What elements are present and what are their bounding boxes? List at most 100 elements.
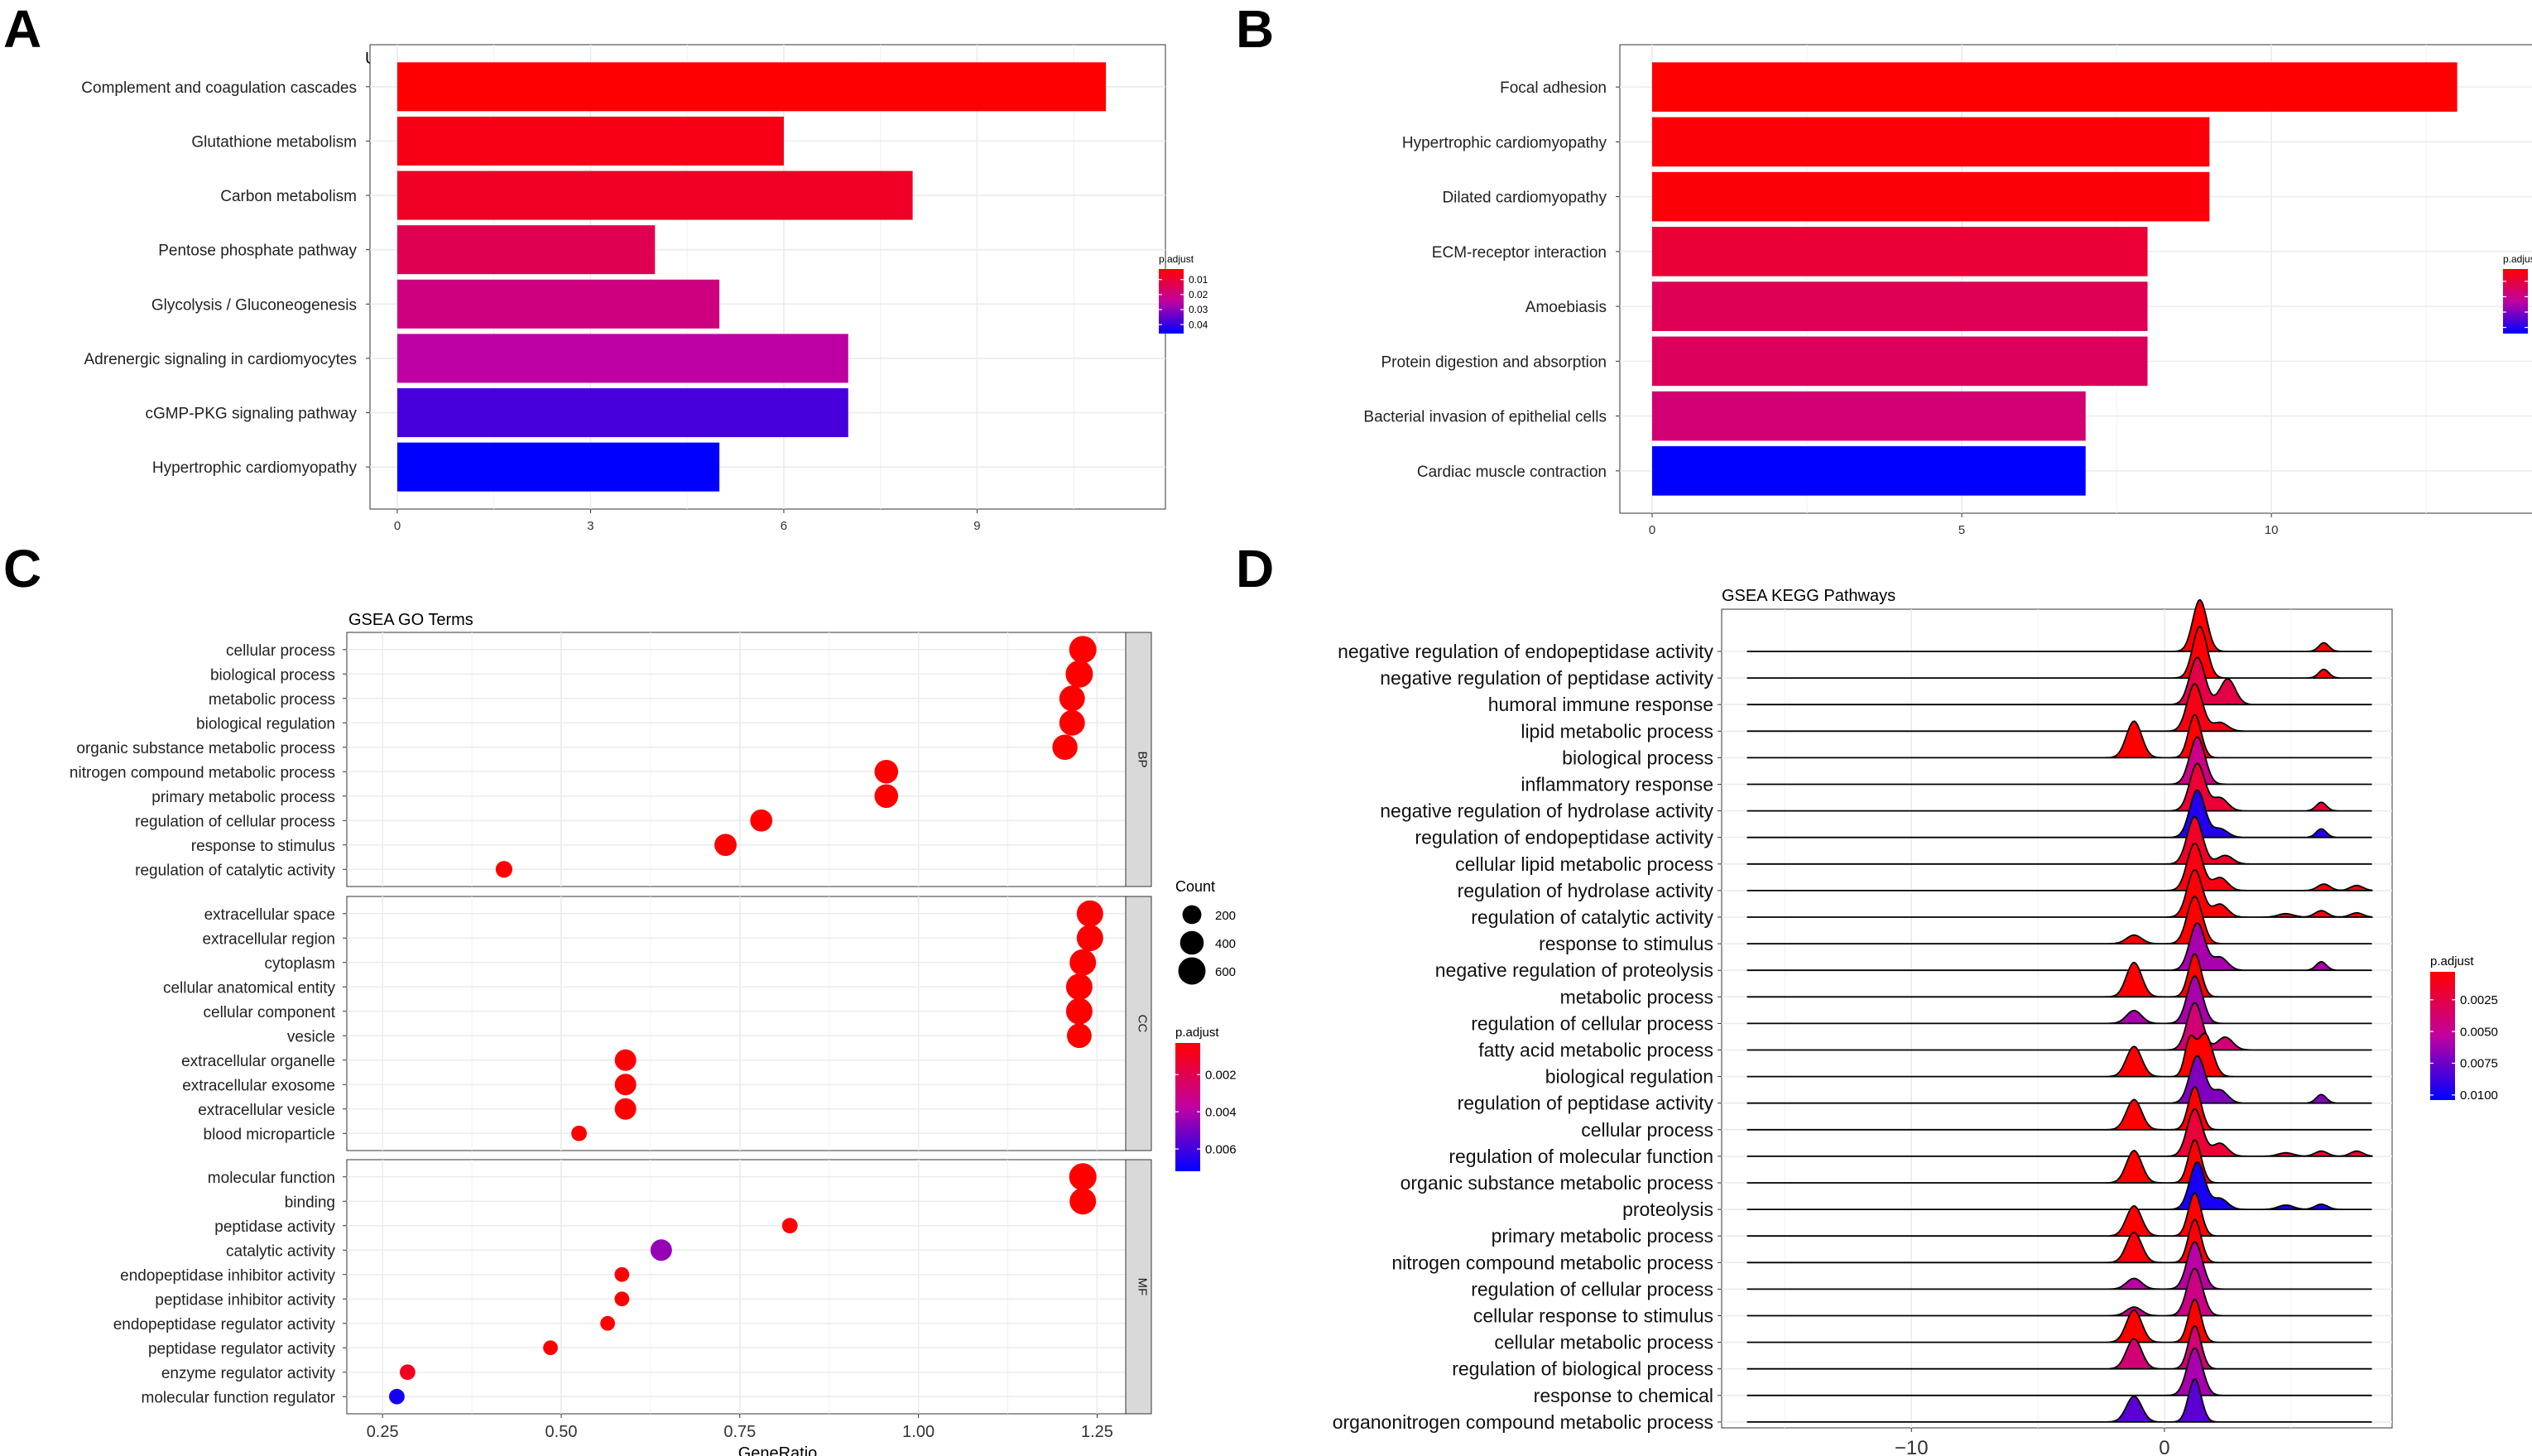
ridge (1746, 921, 2372, 972)
term-label: cellular component (204, 1004, 336, 1021)
colorbar-label: 0.006 (1205, 1142, 1237, 1156)
x-tick-label: 9 (973, 519, 980, 533)
chart-downregulated-kegg: Downregulated KEGG PathwaysFocal adhesio… (1363, 44, 2532, 537)
ridge (1746, 1055, 2372, 1104)
ridge (1746, 683, 2372, 733)
legend-title: p.adjust (1159, 253, 1194, 265)
facet-panel (346, 896, 1127, 1151)
plot-panel (1721, 608, 2393, 1429)
facet-strip (1125, 896, 1152, 1151)
category-label: Hypertrophic cardiomyopathy (152, 459, 358, 477)
legend-title: p.adjust (1175, 1026, 1219, 1040)
bar (1652, 227, 2148, 276)
term-label: molecular function (208, 1170, 335, 1187)
facet-panel (346, 1159, 1127, 1415)
category-label: Complement and coagulation cascades (81, 79, 357, 97)
category-label: ECM-receptor interaction (1432, 244, 1607, 262)
pathway-label: negative regulation of endopeptidase act… (1338, 641, 1713, 662)
bar (397, 225, 656, 275)
pathway-label: primary metabolic process (1492, 1225, 1713, 1247)
term-label: peptidase regulator activity (148, 1340, 336, 1357)
x-tick-label: 6 (781, 519, 787, 533)
panel-label-c: C (3, 539, 42, 598)
ridge (1746, 1267, 2372, 1317)
pathway-label: biological process (1562, 747, 1713, 768)
ridge (1746, 789, 2372, 839)
x-tick-label: 5 (1958, 523, 1965, 537)
x-tick-label: 1.25 (1081, 1423, 1113, 1441)
pathway-label: cellular lipid metabolic process (1455, 853, 1713, 875)
x-tick-label: 0.25 (367, 1423, 399, 1441)
ridge (1746, 868, 2373, 918)
pathway-label: biological regulation (1545, 1066, 1713, 1088)
colorbar-label: 0.03 (1189, 304, 1208, 315)
colorbar (1175, 1043, 1200, 1171)
colorbar (1159, 269, 1184, 334)
term-label: response to stimulus (191, 838, 335, 855)
ridge (1746, 896, 2372, 944)
panel-label-d: D (1236, 539, 1275, 598)
pathway-label: fatty acid metabolic process (1478, 1040, 1713, 1061)
x-tick-label: −10 (1895, 1437, 1929, 1456)
term-label: cytoplasm (264, 955, 335, 973)
term-label: endopeptidase inhibitor activity (120, 1267, 335, 1285)
facet-strip-label: CC (1136, 1015, 1150, 1033)
x-axis-title: GeneRatio (738, 1444, 818, 1456)
bar (1652, 446, 2086, 496)
term-label: regulation of cellular process (135, 813, 335, 830)
colorbar-label: 0.01 (1189, 274, 1208, 286)
bar (1652, 171, 2210, 222)
legend-title: p.adjust (2503, 253, 2532, 265)
ridge (1746, 953, 2372, 998)
chart-gsea-kegg-ridges: GSEA KEGG Pathways negative regulation of… (1333, 587, 2498, 1456)
pathway-label: response to stimulus (1539, 933, 1713, 954)
facet-strip-label: MF (1136, 1278, 1150, 1296)
colorbar (2430, 972, 2455, 1100)
pathway-label: humoral immune response (1488, 694, 1713, 715)
ridge (1746, 842, 2373, 891)
ridge (1746, 1218, 2372, 1264)
term-label: regulation of catalytic activity (135, 862, 335, 879)
term-label: cellular process (226, 642, 335, 660)
plot-panel (1619, 44, 2532, 514)
chart-upregulated-kegg: Upregulated KEGG PathwaysComplement and … (81, 44, 1208, 533)
pathway-label: negative regulation of peptidase activit… (1380, 667, 1713, 689)
x-tick-label: 1.00 (902, 1423, 934, 1441)
term-label: extracellular vesicle (198, 1102, 335, 1119)
ridge (1746, 1241, 2372, 1290)
term-label: peptidase activity (214, 1218, 335, 1236)
ridge (1746, 736, 2372, 786)
term-label: vesicle (287, 1028, 335, 1045)
pathway-label: cellular metabolic process (1494, 1332, 1713, 1353)
dot (571, 1125, 587, 1141)
dot (714, 834, 737, 857)
x-tick-label: 3 (587, 519, 593, 533)
ridge (1746, 1298, 2372, 1343)
dot (781, 1218, 798, 1234)
pathway-label: response to chemical (1534, 1385, 1713, 1406)
term-label: enzyme regulator activity (161, 1365, 336, 1382)
ridge (1746, 1160, 2372, 1210)
pathway-label: cellular process (1581, 1119, 1713, 1141)
bar (1652, 281, 2148, 331)
term-label: metabolic process (209, 691, 335, 709)
bar (397, 334, 848, 383)
pathway-label: regulation of cellular process (1471, 1278, 1713, 1300)
ridge (1746, 625, 2372, 679)
chart-title: GSEA KEGG Pathways (1722, 587, 1895, 605)
term-label: organic substance metabolic process (76, 740, 335, 757)
pathway-label: cellular response to stimulus (1473, 1305, 1713, 1327)
dot (1065, 660, 1093, 688)
ridge (1746, 1324, 2372, 1370)
bar (397, 442, 720, 492)
ridge (1746, 598, 2372, 652)
term-label: biological regulation (196, 715, 335, 733)
dot (1069, 1188, 1097, 1215)
dot (874, 784, 899, 809)
dot (1059, 685, 1085, 712)
pathway-label: metabolic process (1560, 986, 1713, 1007)
pathway-label: regulation of hydrolase activity (1458, 880, 1714, 901)
category-label: Hypertrophic cardiomyopathy (1402, 134, 1607, 151)
pathway-label: regulation of endopeptidase activity (1415, 827, 1713, 848)
ridge (1746, 1192, 2372, 1237)
